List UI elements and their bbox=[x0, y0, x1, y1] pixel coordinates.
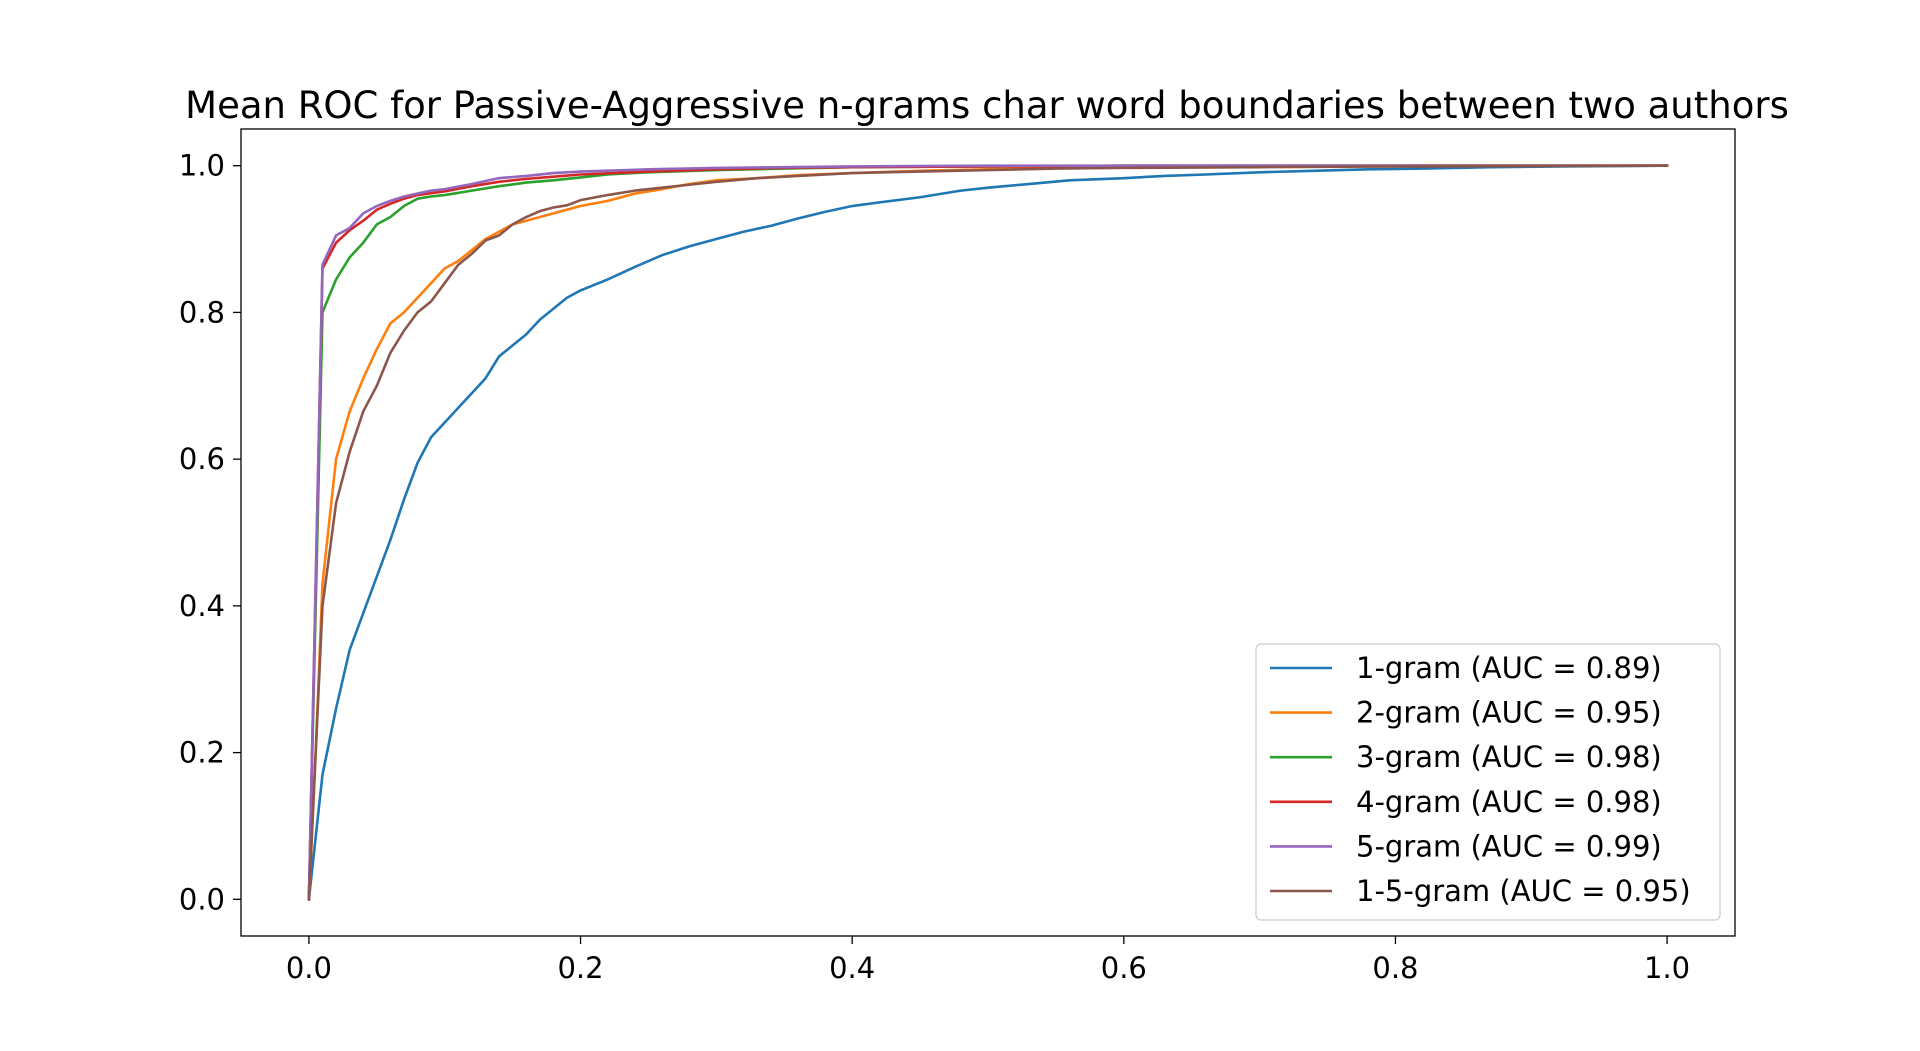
legend-label: 5-gram (AUC = 0.99) bbox=[1356, 829, 1662, 863]
x-tick-label: 0.6 bbox=[1101, 951, 1147, 985]
y-tick-label: 0.2 bbox=[179, 736, 225, 770]
y-tick-label: 1.0 bbox=[179, 149, 225, 183]
legend-entries: 1-gram (AUC = 0.89) 2-gram (AUC = 0.95) 3-… bbox=[1270, 651, 1691, 908]
legend-label: 3-gram (AUC = 0.98) bbox=[1356, 740, 1662, 774]
legend-box bbox=[1255, 643, 1721, 921]
series-layer bbox=[307, 164, 1669, 901]
legend: 1-gram (AUC = 0.89) 2-gram (AUC = 0.95) 3-… bbox=[1255, 643, 1721, 921]
series-line-6 bbox=[307, 164, 1669, 901]
legend-label: 4-gram (AUC = 0.98) bbox=[1356, 785, 1662, 819]
y-tick-label: 0.8 bbox=[179, 295, 225, 329]
legend-label: 2-gram (AUC = 0.95) bbox=[1356, 696, 1662, 730]
legend-label: 1-5-gram (AUC = 0.95) bbox=[1356, 874, 1691, 908]
x-axis: 0.0 0.2 0.4 0.6 0.8 1.0 bbox=[286, 936, 1690, 985]
plot-frame bbox=[240, 128, 1736, 937]
y-tick-label: 0.4 bbox=[179, 589, 225, 623]
x-tick-label: 0.4 bbox=[829, 951, 875, 985]
y-tick-label: 0.0 bbox=[179, 882, 225, 916]
chart-title: Mean ROC for Passive-Aggressive n-grams … bbox=[185, 84, 1789, 127]
series-line-5 bbox=[307, 164, 1669, 901]
x-tick-label: 0.2 bbox=[557, 951, 603, 985]
x-tick-label: 1.0 bbox=[1644, 951, 1690, 985]
y-axis: 0.0 0.2 0.4 0.6 0.8 1.0 bbox=[179, 149, 241, 916]
legend-label: 1-gram (AUC = 0.89) bbox=[1356, 651, 1662, 685]
series-line-1 bbox=[307, 164, 1669, 901]
x-tick-label: 0.8 bbox=[1372, 951, 1418, 985]
y-tick-label: 0.6 bbox=[179, 442, 225, 476]
x-tick-label: 0.0 bbox=[286, 951, 332, 985]
